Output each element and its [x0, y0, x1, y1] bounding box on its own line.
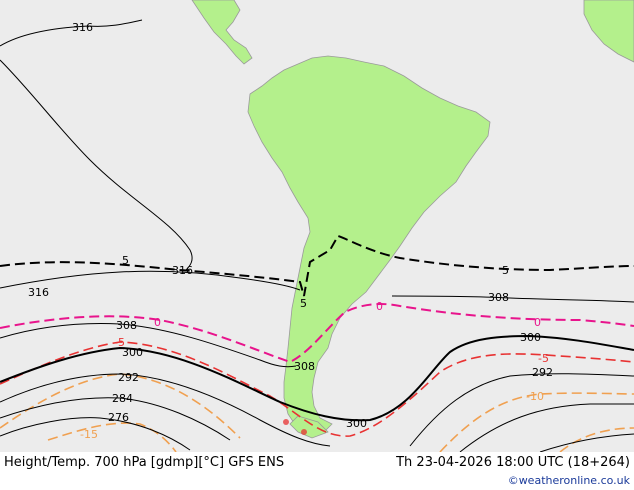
- height-label: 276: [108, 411, 129, 424]
- africa-land: [583, 0, 634, 63]
- temperature-contours: [0, 234, 634, 453]
- height-contour-276: [0, 417, 634, 453]
- temp-label: 0: [154, 316, 161, 329]
- map-title: Height/Temp. 700 hPa [gdmp][°C] GFS ENS: [4, 455, 285, 470]
- valid-time: Th 23-04-2026 18:00 UTC (18+264): [396, 455, 630, 470]
- land-masses: [191, 0, 634, 439]
- height-contour-292: [0, 373, 634, 447]
- temp-labels: 5 5 5 0 0 0 -5 -5 -10 -15: [80, 254, 549, 441]
- height-label: 300: [122, 346, 143, 359]
- temp-label: -5: [114, 336, 125, 349]
- temp-contour-minus10: [0, 373, 634, 453]
- height-contour-300: [0, 334, 634, 422]
- temp-label: 5: [300, 297, 307, 310]
- height-label: 292: [118, 371, 139, 384]
- southern-tip-detail: [283, 419, 307, 435]
- south-america-land: [247, 55, 491, 435]
- temp-label: -5: [538, 352, 549, 365]
- credit-link[interactable]: ©weatheronline.co.uk: [507, 474, 630, 487]
- temp-label: -10: [526, 390, 544, 403]
- temp-label: 5: [502, 264, 509, 277]
- height-contour-316: [0, 270, 301, 291]
- height-label: 316: [72, 21, 93, 34]
- height-label: 300: [520, 331, 541, 344]
- tierra-del-fuego-land: [289, 415, 329, 439]
- height-label: 284: [112, 392, 133, 405]
- temp-contour-0: [0, 303, 634, 364]
- height-labels: 316 316 316 308 308 308 300 300 300 292 …: [28, 21, 553, 430]
- temp-contour-plus5: [0, 234, 634, 297]
- height-contour-308: [0, 295, 634, 368]
- height-label: 316: [28, 286, 49, 299]
- height-contours: [0, 19, 634, 453]
- height-label: 308: [488, 291, 509, 304]
- temp-label: 0: [376, 300, 383, 313]
- temp-label: 5: [122, 254, 129, 267]
- temp-label: 0: [534, 316, 541, 329]
- temp-contour-minus15: [47, 422, 634, 453]
- height-label: 316: [172, 264, 193, 277]
- temp-contour-minus5: [0, 341, 634, 437]
- central-america-land: [191, 0, 253, 65]
- height-contour-284: [0, 397, 634, 453]
- height-label: 308: [116, 319, 137, 332]
- height-label: 300: [346, 417, 367, 430]
- height-contour-316-north: [0, 19, 193, 271]
- height-label: 308: [294, 360, 315, 373]
- caption-strip: [0, 452, 634, 490]
- temp-label: -15: [80, 428, 98, 441]
- height-label: 292: [532, 366, 553, 379]
